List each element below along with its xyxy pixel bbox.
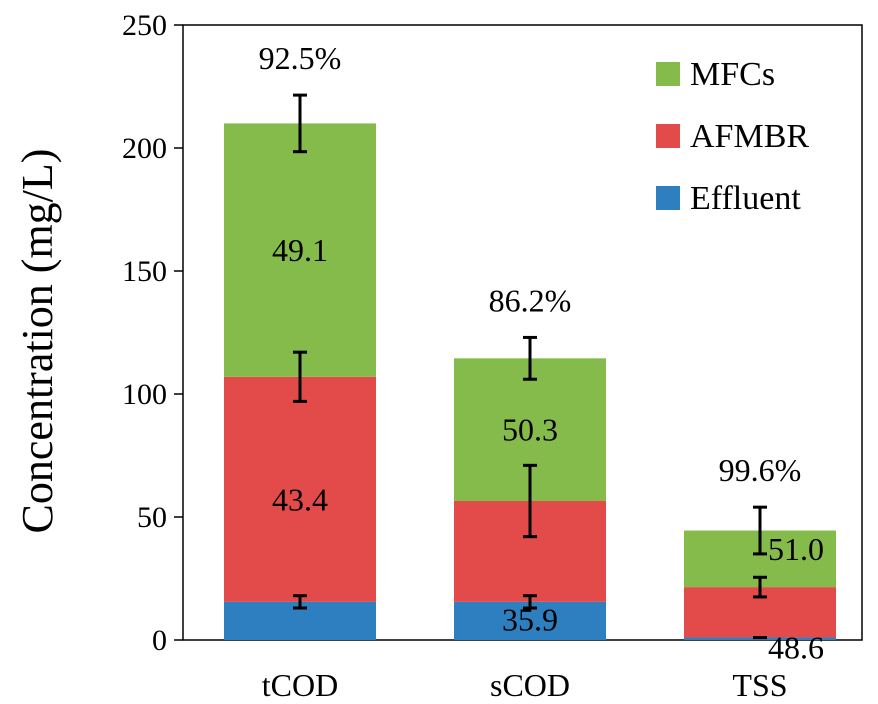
x-axis: tCOD sCOD TSS — [262, 667, 788, 703]
legend-label: MFCs — [690, 56, 775, 93]
y-tick-label: 100 — [122, 378, 167, 411]
segment-label: 49.1 — [272, 232, 328, 268]
y-tick-label: 150 — [122, 255, 167, 288]
legend-swatch — [656, 124, 680, 148]
bar-mfcs-tcod — [224, 123, 376, 377]
legend-item: AFMBR — [656, 118, 809, 155]
total-label: 99.6% — [719, 452, 802, 488]
y-tick-label: 0 — [152, 624, 167, 657]
error-bar — [293, 350, 307, 403]
total-labels: 92.5% 86.2% 99.6% — [259, 40, 802, 488]
segment-label: 51.0 — [768, 531, 824, 567]
total-label: 86.2% — [489, 282, 572, 318]
y-tick-label: 50 — [137, 501, 167, 534]
legend-label: AFMBR — [690, 118, 809, 155]
segment-label: 48.6 — [768, 629, 824, 665]
y-axis-label: Concentration (mg/L) — [13, 149, 62, 534]
x-tick-label: tCOD — [262, 667, 338, 703]
error-bar — [293, 93, 307, 154]
x-tick-label: TSS — [732, 667, 787, 703]
error-bar — [523, 335, 537, 381]
legend-swatch — [656, 186, 680, 210]
bars — [224, 123, 836, 640]
legend-label: Effluent — [690, 180, 801, 217]
segment-label: 35.9 — [502, 601, 558, 637]
legend-item: MFCs — [656, 56, 775, 93]
bar-afmbr-tcod — [224, 376, 376, 602]
error-bar — [753, 575, 767, 599]
y-axis: 0 50 100 150 200 250 — [122, 9, 183, 657]
y-tick-label: 200 — [122, 132, 167, 165]
error-bars — [293, 93, 767, 640]
y-tick-label: 250 — [122, 9, 167, 42]
segment-label: 50.3 — [502, 412, 558, 448]
error-bar — [753, 505, 767, 556]
error-bar — [523, 594, 537, 610]
total-label: 92.5% — [259, 40, 342, 76]
x-tick-label: sCOD — [490, 667, 570, 703]
error-bar — [293, 594, 307, 610]
segment-label: 43.4 — [272, 481, 328, 517]
error-bar — [523, 463, 537, 539]
legend-item: Effluent — [656, 180, 801, 217]
legend-swatch — [656, 62, 680, 86]
legend: MFCs AFMBR Effluent — [656, 56, 809, 217]
segment-labels: 43.4 49.1 35.9 50.3 48.6 51.0 — [272, 232, 824, 665]
